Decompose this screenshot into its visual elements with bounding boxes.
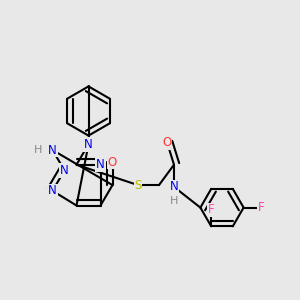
Text: H: H <box>170 196 178 206</box>
Text: N: N <box>169 180 178 194</box>
Text: O: O <box>163 136 172 149</box>
Text: O: O <box>108 155 117 169</box>
Text: N: N <box>48 143 57 157</box>
Text: S: S <box>134 178 142 192</box>
Text: F: F <box>208 203 214 216</box>
Text: N: N <box>48 184 57 197</box>
Text: F: F <box>258 201 264 214</box>
Text: H: H <box>34 145 42 155</box>
Text: N: N <box>60 164 69 177</box>
Text: N: N <box>84 138 93 151</box>
Text: N: N <box>96 158 105 171</box>
